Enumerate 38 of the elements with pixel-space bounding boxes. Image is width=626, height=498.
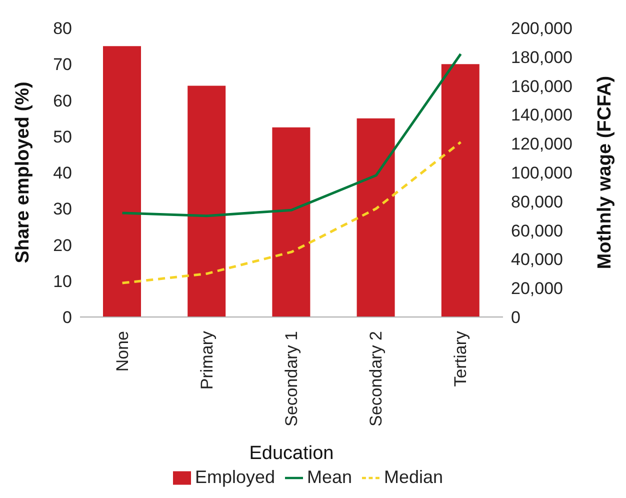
bar — [272, 127, 310, 317]
y-tick-label: 70 — [53, 55, 72, 74]
line-series — [121, 52, 462, 218]
x-tick-label: Primary — [197, 330, 216, 390]
x-tick-label: Secondary 2 — [366, 331, 386, 426]
y-tick-label: 80 — [53, 19, 72, 38]
legend-label: Mean — [306, 467, 352, 487]
y2-tick-label: 160,000 — [511, 76, 572, 96]
y2-axis-title: Mothnly wage (FCFA) — [594, 76, 616, 270]
x-tick-label: Tertiary — [451, 330, 470, 387]
y2-tick-label: 200,000 — [511, 19, 572, 38]
legend-label: Employed — [194, 467, 275, 487]
y2-tick-label: 80,000 — [511, 192, 563, 212]
y-axis-title: Share employed (%) — [12, 82, 34, 264]
y-tick-label: 30 — [53, 200, 72, 219]
y-tick-label: 50 — [53, 127, 72, 146]
bar — [188, 86, 226, 317]
y-tick-label: 20 — [53, 236, 72, 255]
y-tick-label: 40 — [53, 164, 72, 183]
y2-tick-label: 100,000 — [511, 164, 572, 183]
y2-tick-label: 20,000 — [511, 279, 563, 298]
x-tick-label: None — [112, 331, 132, 372]
y-tick-label: 60 — [53, 91, 72, 110]
bar — [103, 46, 141, 317]
bar — [441, 64, 480, 317]
y2-tick-label: 40,000 — [511, 250, 563, 270]
bar — [356, 118, 395, 317]
line-series — [121, 140, 462, 284]
y2-tick-label: 120,000 — [511, 134, 572, 154]
y-tick-label: 10 — [53, 272, 72, 291]
y2-tick-label: 0 — [511, 308, 520, 328]
y-tick-label: 0 — [62, 308, 72, 328]
y2-tick-label: 140,000 — [511, 106, 572, 125]
y2-tick-label: 60,000 — [511, 221, 563, 240]
x-axis-title: Education — [249, 443, 334, 464]
x-tick-label: Secondary 1 — [282, 331, 301, 426]
y2-tick-label: 180,000 — [511, 48, 572, 67]
legend-label: Median — [384, 467, 444, 487]
